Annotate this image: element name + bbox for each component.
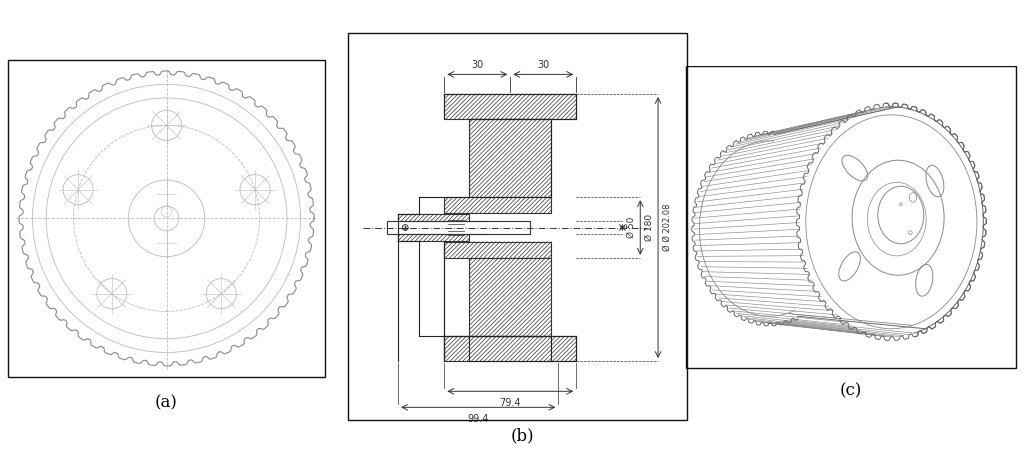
Bar: [398, 214, 469, 241]
Text: Ø 180: Ø 180: [645, 214, 654, 241]
Bar: [469, 119, 551, 197]
Bar: [387, 221, 530, 234]
Bar: [445, 94, 576, 119]
Text: 79.4: 79.4: [499, 398, 521, 408]
Text: (c): (c): [839, 382, 862, 399]
Bar: [469, 258, 551, 336]
Text: 30: 30: [472, 60, 484, 70]
Bar: [445, 336, 576, 361]
Text: Ø Ø 202.08: Ø Ø 202.08: [662, 204, 671, 251]
Text: Ø 50: Ø 50: [626, 217, 636, 238]
Text: (b): (b): [510, 427, 535, 445]
Text: 30: 30: [537, 60, 549, 70]
Bar: [445, 242, 551, 258]
Text: (a): (a): [155, 394, 178, 412]
Text: 99.4: 99.4: [467, 414, 489, 424]
Bar: [445, 197, 551, 213]
